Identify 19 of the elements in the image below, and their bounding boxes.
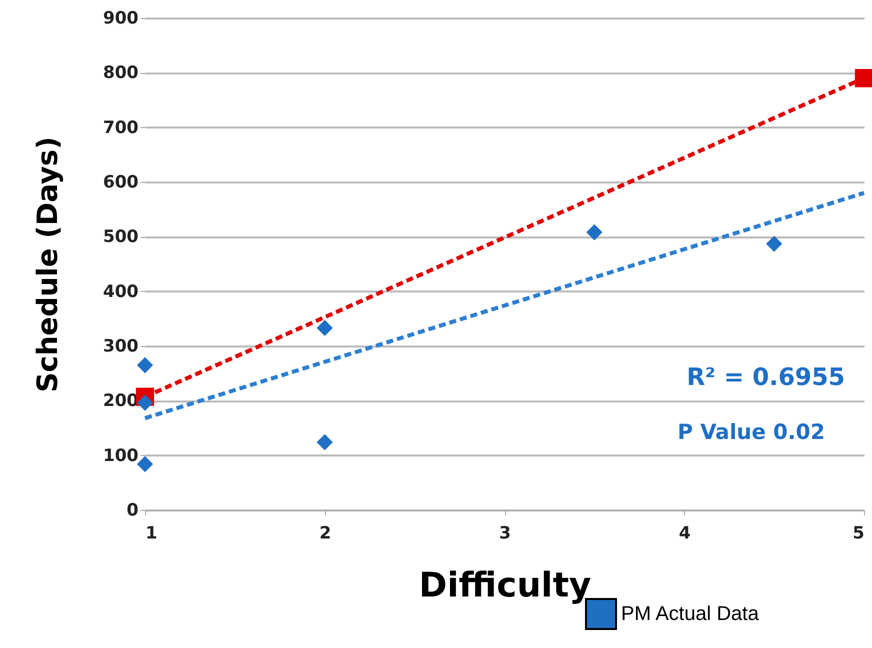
y-tick-label: 500 <box>103 227 139 248</box>
x-tick-label: 5 <box>852 524 864 544</box>
x-axis-title: Difficulty <box>418 566 592 606</box>
y-tick-label: 800 <box>103 63 139 84</box>
y-axis-title: Schedule (Days) <box>31 136 64 392</box>
x-tick-label: 1 <box>146 524 158 544</box>
x-tick-label: 3 <box>499 524 511 544</box>
x-tick-label: 4 <box>678 524 691 544</box>
y-tick-label: 0 <box>126 500 139 520</box>
y-tick-label: 400 <box>103 282 139 302</box>
y-tick-label: 100 <box>103 446 139 466</box>
y-tick-label: 300 <box>103 336 139 356</box>
annotation: P Value 0.02 <box>678 420 825 444</box>
legend-label: PM Actual Data <box>621 603 760 625</box>
y-tick-label: 900 <box>103 8 139 28</box>
y-tick-label: 600 <box>103 172 139 192</box>
x-tick-label: 2 <box>319 524 332 544</box>
y-tick-label: 700 <box>103 118 139 138</box>
annotation: R² = 0.6955 <box>686 363 845 391</box>
